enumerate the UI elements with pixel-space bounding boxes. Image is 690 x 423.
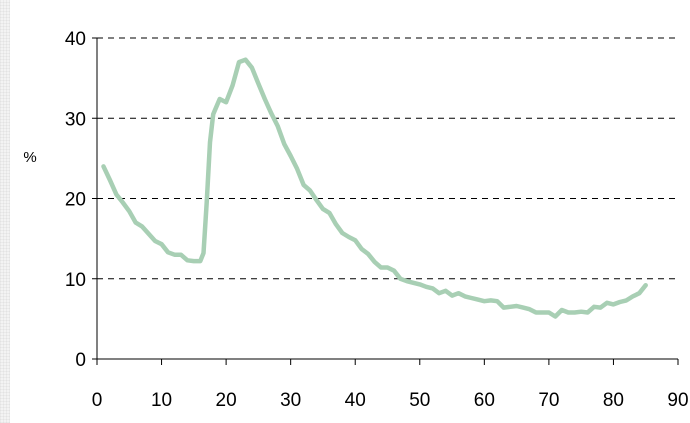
y-axis-label: % bbox=[23, 149, 36, 166]
x-tick-label-40: 40 bbox=[345, 390, 366, 411]
x-tick-label-60: 60 bbox=[474, 390, 495, 411]
x-tick-label-90: 90 bbox=[667, 390, 688, 411]
y-tick-label-10: 10 bbox=[65, 270, 86, 291]
x-tick-label-10: 10 bbox=[151, 390, 172, 411]
y-tick-label-0: 0 bbox=[75, 350, 86, 371]
x-tick-label-0: 0 bbox=[92, 390, 103, 411]
line-chart: 0 10 20 30 40 0 10 20 30 40 50 60 70 80 90% bbox=[23, 29, 688, 411]
x-tick-label-70: 70 bbox=[538, 390, 559, 411]
x-tick-label-80: 80 bbox=[603, 390, 624, 411]
x-tick-label-30: 30 bbox=[280, 390, 301, 411]
y-tick-label-30: 30 bbox=[65, 109, 86, 130]
chart-area: 0 10 20 30 40 0 10 20 30 40 50 60 70 80 90% bbox=[10, 0, 690, 423]
y-tick-label-20: 20 bbox=[65, 190, 86, 211]
y-tick-label-40: 40 bbox=[65, 29, 86, 50]
x-tick-label-50: 50 bbox=[409, 390, 430, 411]
x-tick-label-20: 20 bbox=[216, 390, 237, 411]
series-line-0 bbox=[101, 57, 648, 319]
